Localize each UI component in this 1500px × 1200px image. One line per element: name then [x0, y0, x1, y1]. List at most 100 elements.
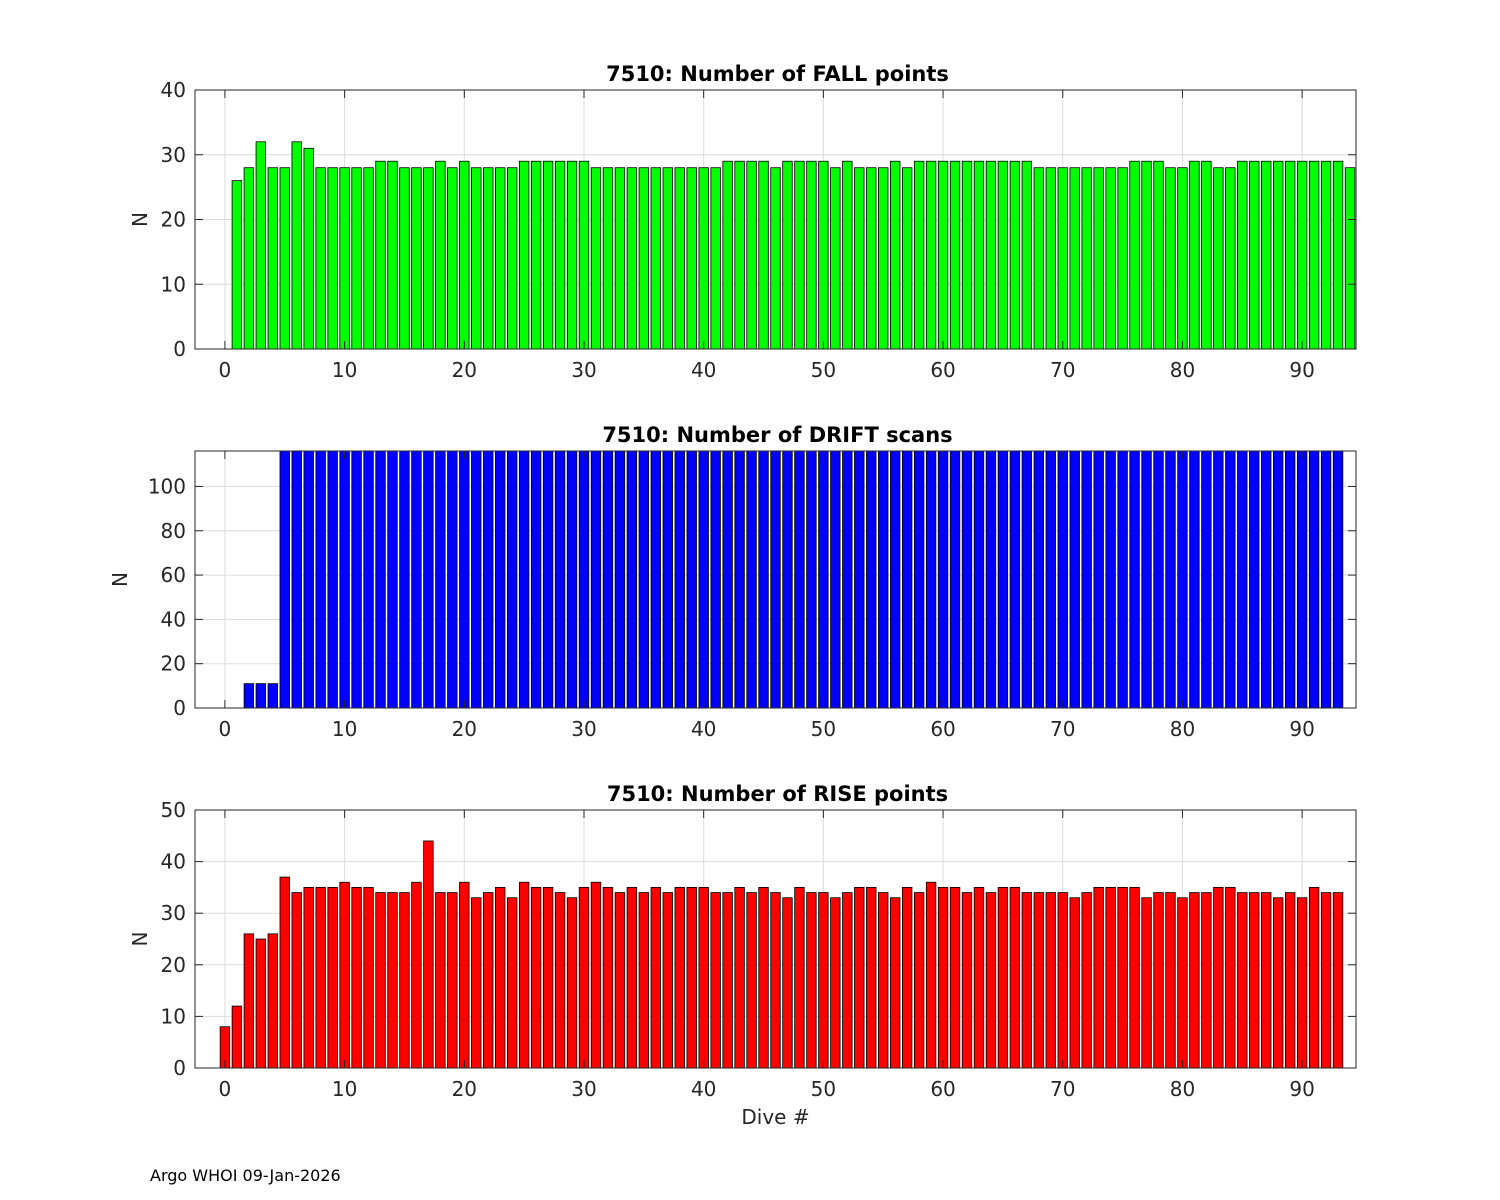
bar-rise	[435, 892, 446, 1068]
bar-drift	[674, 451, 685, 708]
bar-drift	[1320, 451, 1332, 708]
bar-drift	[985, 451, 997, 708]
x-tick-label: 30	[571, 717, 596, 741]
bar-rise	[1117, 887, 1128, 1068]
bar-rise	[387, 892, 398, 1068]
bars-drift	[207, 451, 1344, 708]
bar-fall	[937, 160, 949, 349]
bar-drift	[662, 451, 673, 708]
bar-rise	[1177, 897, 1188, 1068]
bar-fall	[411, 167, 422, 349]
x-axis-label-rise: Dive #	[741, 1105, 809, 1129]
bar-fall	[913, 160, 925, 349]
x-tick-label: 20	[452, 717, 477, 741]
x-tick-label: 0	[219, 358, 232, 382]
bar-fall	[1273, 160, 1284, 349]
bar-fall	[650, 167, 661, 349]
bar-drift	[1273, 451, 1284, 708]
bar-fall	[1357, 161, 1367, 349]
bar-drift	[411, 451, 422, 708]
bar-drift	[495, 451, 506, 708]
bar-drift	[638, 451, 650, 708]
x-tick-label: 0	[219, 1077, 232, 1101]
y-tick-label: 0	[173, 1056, 186, 1080]
bar-drift	[1033, 451, 1045, 708]
bar-fall	[327, 167, 338, 349]
bar-rise	[806, 892, 817, 1068]
bar-rise	[1093, 887, 1104, 1068]
bar-rise	[818, 892, 829, 1068]
y-axis-label-fall: N	[128, 212, 152, 227]
bar-fall	[985, 160, 997, 349]
bar-rise	[1213, 887, 1224, 1068]
y-axis-label-rise: N	[128, 932, 152, 947]
bar-fall	[818, 160, 829, 349]
y-tick-label: 40	[161, 850, 186, 874]
bar-drift	[1225, 451, 1236, 708]
bar-fall	[698, 167, 709, 349]
bar-drift	[698, 451, 709, 708]
bar-fall	[1225, 167, 1236, 349]
bar-drift	[1165, 451, 1176, 708]
x-tick-label: 30	[571, 1077, 596, 1101]
bar-rise	[315, 887, 326, 1068]
bar-drift	[327, 451, 338, 708]
bar-drift	[842, 451, 853, 708]
bar-fall	[1249, 160, 1260, 349]
bar-drift	[459, 451, 470, 708]
bar-drift	[1332, 451, 1344, 708]
bar-drift	[1177, 451, 1188, 708]
bar-rise	[985, 892, 997, 1068]
x-tick-label: 50	[811, 717, 836, 741]
bar-fall	[1177, 167, 1188, 349]
bar-fall	[997, 160, 1009, 349]
bar-fall	[662, 167, 673, 349]
bar-drift	[949, 451, 961, 708]
bar-drift	[1201, 451, 1212, 708]
bar-fall	[459, 160, 470, 349]
bar-fall	[1320, 160, 1332, 349]
x-tick-label: 70	[1050, 358, 1075, 382]
bar-fall	[674, 167, 685, 349]
bar-fall	[973, 160, 985, 349]
bar-rise	[530, 887, 542, 1068]
bar-fall	[243, 167, 255, 349]
bar-fall	[830, 167, 841, 349]
x-tick-label: 20	[452, 1077, 477, 1101]
bar-drift	[770, 451, 781, 708]
bar-fall	[518, 160, 530, 349]
bar-fall	[255, 141, 267, 349]
bar-rise	[279, 876, 290, 1068]
bar-drift	[554, 451, 566, 708]
bar-fall	[782, 160, 793, 349]
bar-fall	[794, 160, 805, 349]
bar-drift	[447, 451, 458, 708]
bar-fall	[1213, 167, 1224, 349]
bar-rise	[1009, 887, 1021, 1068]
bar-fall	[626, 167, 638, 349]
bar-rise	[483, 892, 494, 1068]
bar-drift	[566, 451, 578, 708]
bar-rise	[554, 892, 566, 1068]
x-tick-label: 30	[571, 358, 596, 382]
bar-rise	[1141, 897, 1152, 1068]
x-tick-label: 60	[930, 1077, 955, 1101]
bar-rise	[878, 892, 889, 1068]
y-tick-label: 0	[173, 337, 186, 361]
bar-rise	[698, 887, 709, 1068]
bar-fall	[1189, 160, 1200, 349]
bar-drift	[626, 451, 638, 708]
bar-rise	[710, 892, 721, 1068]
bar-drift	[1296, 451, 1308, 708]
bar-fall	[1129, 160, 1140, 349]
bar-fall	[758, 160, 769, 349]
bar-fall	[1165, 167, 1176, 349]
y-tick-label: 20	[161, 652, 186, 676]
bar-fall	[1344, 167, 1356, 349]
x-tick-label: 10	[332, 717, 357, 741]
bar-fall	[483, 167, 494, 349]
x-tick-label: 20	[452, 358, 477, 382]
x-tick-label: 50	[811, 1077, 836, 1101]
y-tick-label: 40	[161, 78, 186, 102]
bar-drift	[1189, 451, 1200, 708]
